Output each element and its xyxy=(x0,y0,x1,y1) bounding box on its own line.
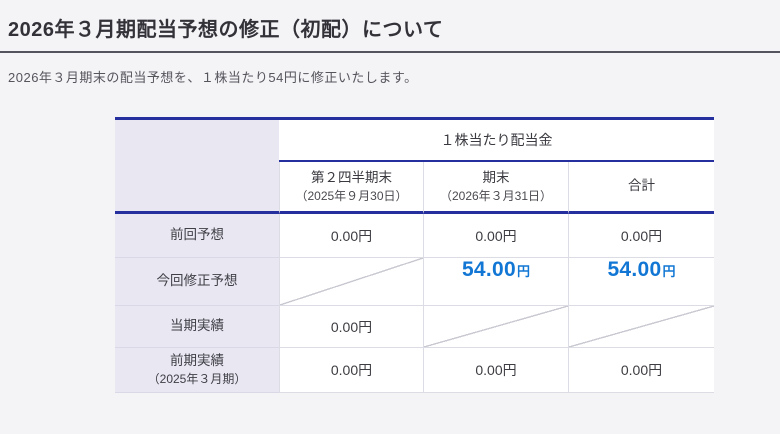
row-label-current-results: 当期実績 xyxy=(115,306,279,348)
value-cell: 0.00円 xyxy=(568,214,714,258)
highlighted-value-cell: 54.00 円 xyxy=(423,258,568,306)
row-label-prior-results: 前期実績 （2025年３月期） xyxy=(115,348,279,393)
row-label-text: 今回修正予想 xyxy=(156,273,238,289)
value-cell: 0.00円 xyxy=(423,214,568,258)
value-cell: 0.00円 xyxy=(423,348,568,393)
column-header-label: 第２四半期末 xyxy=(311,170,392,186)
page-title: 2026年３月期配当予想の修正（初配）について xyxy=(8,19,444,41)
group-header-dividend-per-share: １株当たり配当金 xyxy=(279,120,714,162)
lead-sentence: 2026年３月期末の配当予想を、１株当たり54円に修正いたします。 xyxy=(8,70,418,85)
column-header-total: 合計 xyxy=(568,162,714,214)
table-corner-cell xyxy=(115,120,279,214)
yen-unit: 円 xyxy=(517,264,531,279)
crossed-out-cell xyxy=(423,306,568,348)
row-label-text: 前期実績 xyxy=(170,353,224,369)
value-cell: 0.00円 xyxy=(568,348,714,393)
column-header-label: 合計 xyxy=(628,178,655,194)
column-header-fiscal-year-end: 期末 （2026年３月31日） xyxy=(423,162,568,214)
value-cell: 0.00円 xyxy=(279,306,423,348)
crossed-out-cell xyxy=(568,306,714,348)
row-label-text: 前回予想 xyxy=(170,227,224,243)
yen-unit: 円 xyxy=(662,264,676,279)
row-label-revised-forecast: 今回修正予想 xyxy=(115,258,279,306)
dividend-amount: 54.00 xyxy=(461,258,517,281)
row-label-text: 当期実績 xyxy=(170,318,224,334)
column-header-label: 期末 xyxy=(482,170,510,186)
highlighted-value-cell: 54.00 円 xyxy=(568,258,714,306)
row-label-note: （2025年３月期） xyxy=(147,372,247,387)
crossed-out-cell xyxy=(279,258,423,306)
value-cell: 0.00円 xyxy=(279,348,423,393)
column-header-q2-end: 第２四半期末 （2025年９月30日） xyxy=(279,162,423,214)
document-header: 2026年３月期配当予想の修正（初配）について xyxy=(0,0,780,53)
value-cell: 0.00円 xyxy=(279,214,423,258)
row-label-previous-forecast: 前回予想 xyxy=(115,214,279,258)
column-header-date: （2025年９月30日） xyxy=(295,188,408,203)
column-header-date: （2026年３月31日） xyxy=(439,188,553,203)
dividend-forecast-table: １株当たり配当金 第２四半期末 （2025年９月30日） 期末 （2026年３月… xyxy=(115,117,714,393)
dividend-amount: 54.00 xyxy=(607,258,662,281)
